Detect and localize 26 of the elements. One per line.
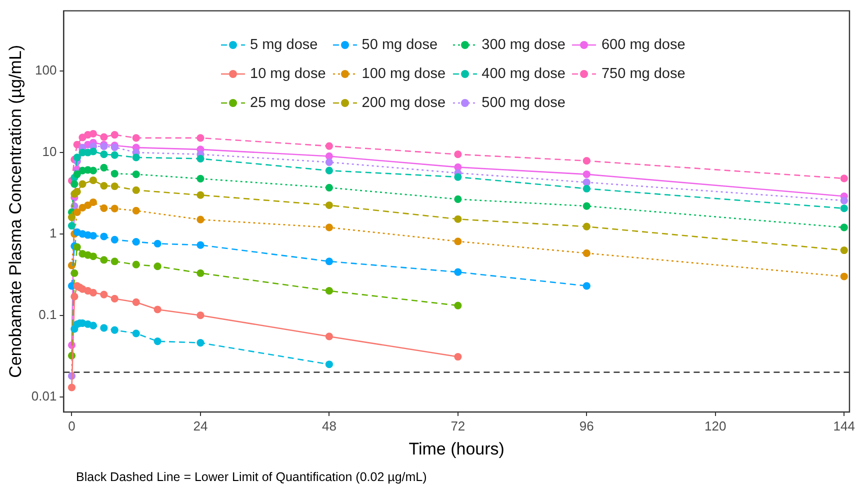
legend-label: 100 mg dose xyxy=(362,66,446,82)
legend-label: 5 mg dose xyxy=(250,36,318,52)
legend-label: 300 mg dose xyxy=(482,36,566,52)
legend-label: 200 mg dose xyxy=(362,94,446,110)
legend-label: 10 mg dose xyxy=(250,66,326,82)
x-axis-title: Time (hours) xyxy=(408,439,504,458)
y-tick-label: 100 xyxy=(35,62,57,78)
x-tick-label: 24 xyxy=(193,418,208,434)
y-tick-label: 0.1 xyxy=(38,306,57,322)
x-tick-label: 144 xyxy=(833,418,855,434)
legend-label: 400 mg dose xyxy=(482,66,566,82)
y-tick-label: 10 xyxy=(42,144,57,160)
legend-label: 500 mg dose xyxy=(482,94,566,110)
y-tick-label: 1 xyxy=(49,226,57,240)
legend-label: 50 mg dose xyxy=(362,36,438,52)
y-axis-title: Cenobamate Plasma Concentration (µg/mL) xyxy=(6,44,25,378)
x-tick-label: 0 xyxy=(68,418,76,434)
x-tick-label: 120 xyxy=(704,418,726,434)
x-tick-label: 72 xyxy=(450,418,466,434)
x-tick-label: 96 xyxy=(579,418,594,434)
x-tick-label: 48 xyxy=(322,418,336,434)
legend-label: 600 mg dose xyxy=(601,36,686,52)
legend-label: 750 mg dose xyxy=(601,66,686,82)
y-tick-label: 0.01 xyxy=(31,388,57,404)
legend-label: 25 mg dose xyxy=(250,94,326,110)
text: Black Dashed Line = Lower Limit of Quantification (0.02 µg/mL) xyxy=(76,470,427,484)
